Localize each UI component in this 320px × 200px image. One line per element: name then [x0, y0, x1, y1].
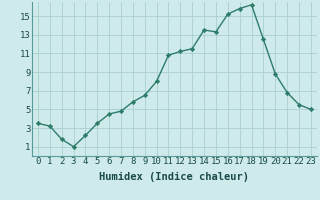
X-axis label: Humidex (Indice chaleur): Humidex (Indice chaleur) — [100, 172, 249, 182]
